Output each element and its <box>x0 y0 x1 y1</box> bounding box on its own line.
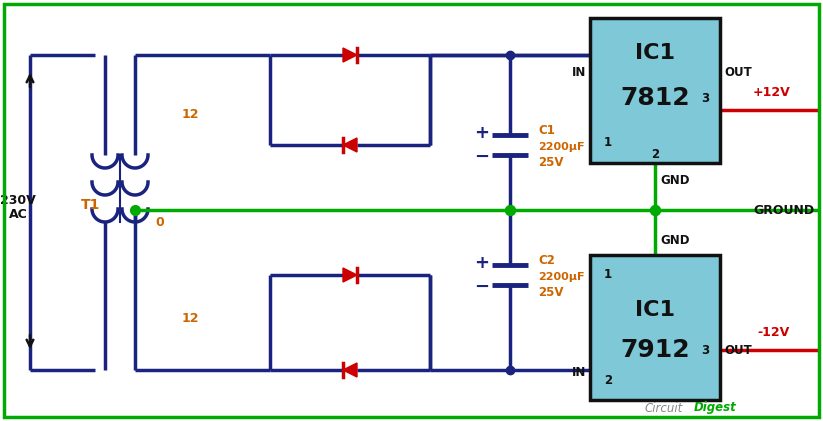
Text: C2: C2 <box>538 253 555 266</box>
Bar <box>590 18 720 163</box>
Text: −: − <box>474 148 490 166</box>
Text: 12: 12 <box>181 312 198 325</box>
Text: AC: AC <box>8 208 27 221</box>
Text: 7912: 7912 <box>621 338 690 362</box>
Text: 25V: 25V <box>538 285 564 298</box>
Text: 1: 1 <box>604 269 612 282</box>
Text: 0: 0 <box>156 216 165 229</box>
Polygon shape <box>343 268 357 282</box>
Text: 1: 1 <box>604 136 612 149</box>
Text: +: + <box>475 254 490 272</box>
Text: OUT: OUT <box>724 344 751 357</box>
Text: GND: GND <box>660 174 690 187</box>
Text: OUT: OUT <box>724 67 751 80</box>
Text: −: − <box>474 278 490 296</box>
Text: 7812: 7812 <box>621 86 690 110</box>
Text: 2: 2 <box>651 149 659 162</box>
Text: IC1: IC1 <box>635 43 675 63</box>
Text: +: + <box>475 124 490 142</box>
Text: 2: 2 <box>604 373 612 386</box>
Text: 3: 3 <box>701 344 709 357</box>
Text: 2200μF: 2200μF <box>538 272 584 282</box>
Polygon shape <box>343 138 357 152</box>
Text: GROUND: GROUND <box>754 203 815 216</box>
Text: 12: 12 <box>181 109 198 122</box>
Text: Digest: Digest <box>694 402 737 415</box>
Text: Circuit: Circuit <box>645 402 683 415</box>
Polygon shape <box>343 48 357 62</box>
Text: T1: T1 <box>81 198 100 212</box>
Text: IN: IN <box>572 365 586 378</box>
Text: IC1: IC1 <box>635 300 675 320</box>
Text: 230V: 230V <box>0 194 36 206</box>
Text: C1: C1 <box>538 123 555 136</box>
Text: 2200μF: 2200μF <box>538 142 584 152</box>
Text: 3: 3 <box>701 91 709 104</box>
Text: -12V: -12V <box>758 327 790 339</box>
Text: GND: GND <box>660 234 690 247</box>
Text: IN: IN <box>572 67 586 80</box>
Text: 25V: 25V <box>538 155 564 168</box>
Text: +12V: +12V <box>752 86 790 99</box>
Polygon shape <box>343 363 357 377</box>
Bar <box>590 255 720 400</box>
